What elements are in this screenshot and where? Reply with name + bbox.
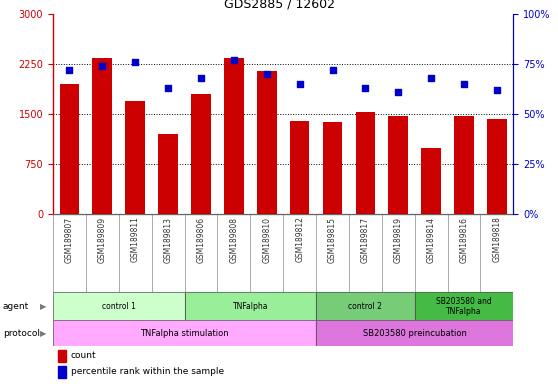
Bar	[185, 292, 316, 320]
Text: ▶: ▶	[40, 302, 47, 311]
Text: GSM189815: GSM189815	[328, 217, 337, 263]
Point	[493, 87, 502, 93]
Point	[295, 81, 304, 87]
Bar	[415, 292, 513, 320]
Bar	[290, 121, 310, 214]
Bar	[158, 134, 178, 214]
Text: GSM189816: GSM189816	[460, 217, 469, 263]
Point	[361, 85, 370, 91]
Text: SB203580 preincubation: SB203580 preincubation	[363, 329, 466, 338]
Point	[65, 67, 74, 73]
Bar	[126, 101, 145, 214]
Bar	[316, 292, 415, 320]
Text: GSM189814: GSM189814	[427, 217, 436, 263]
Point	[262, 71, 271, 77]
Bar	[316, 292, 415, 320]
Bar	[388, 116, 408, 214]
Text: count: count	[70, 351, 96, 360]
Bar	[316, 320, 513, 346]
Bar	[53, 292, 185, 320]
Text: GSM189818: GSM189818	[492, 217, 502, 262]
Point	[394, 89, 403, 95]
Bar	[60, 84, 79, 214]
Point	[98, 63, 107, 70]
Text: TNFalpha stimulation: TNFalpha stimulation	[140, 329, 229, 338]
Bar	[53, 320, 316, 346]
Text: control 2: control 2	[348, 302, 382, 311]
Text: GSM189810: GSM189810	[262, 217, 271, 263]
Text: control 1: control 1	[102, 302, 136, 311]
Bar	[53, 292, 185, 320]
Text: percentile rank within the sample: percentile rank within the sample	[70, 367, 224, 376]
Text: GSM189808: GSM189808	[229, 217, 238, 263]
Point	[196, 75, 205, 81]
Point	[229, 57, 238, 63]
Text: ▶: ▶	[40, 329, 47, 338]
Bar	[316, 320, 513, 346]
Bar	[487, 119, 507, 214]
Point	[427, 75, 436, 81]
Bar	[191, 94, 211, 214]
Text: GSM189809: GSM189809	[98, 217, 107, 263]
Text: GSM189812: GSM189812	[295, 217, 304, 262]
Bar	[454, 116, 474, 214]
Bar	[415, 292, 513, 320]
Bar	[93, 58, 112, 214]
Point	[460, 81, 469, 87]
Text: GSM189806: GSM189806	[196, 217, 205, 263]
Text: GSM189807: GSM189807	[65, 217, 74, 263]
Bar	[323, 122, 343, 214]
Text: GSM189811: GSM189811	[131, 217, 140, 262]
Text: TNFalpha: TNFalpha	[233, 302, 268, 311]
Text: GSM189813: GSM189813	[163, 217, 172, 263]
Bar	[57, 366, 66, 377]
Bar	[257, 71, 277, 214]
Point	[131, 59, 140, 65]
Point	[163, 85, 172, 91]
Bar	[224, 58, 244, 214]
Text: agent: agent	[3, 302, 29, 311]
Bar	[185, 292, 316, 320]
Text: protocol: protocol	[3, 329, 40, 338]
Text: SB203580 and
TNFalpha: SB203580 and TNFalpha	[436, 296, 492, 316]
Bar	[355, 112, 375, 214]
Bar	[57, 350, 66, 362]
Text: GSM189819: GSM189819	[394, 217, 403, 263]
Point	[328, 67, 337, 73]
Text: GSM189817: GSM189817	[361, 217, 370, 263]
Text: GDS2885 / 12602: GDS2885 / 12602	[224, 0, 334, 10]
Bar	[421, 147, 441, 214]
Bar	[53, 320, 316, 346]
